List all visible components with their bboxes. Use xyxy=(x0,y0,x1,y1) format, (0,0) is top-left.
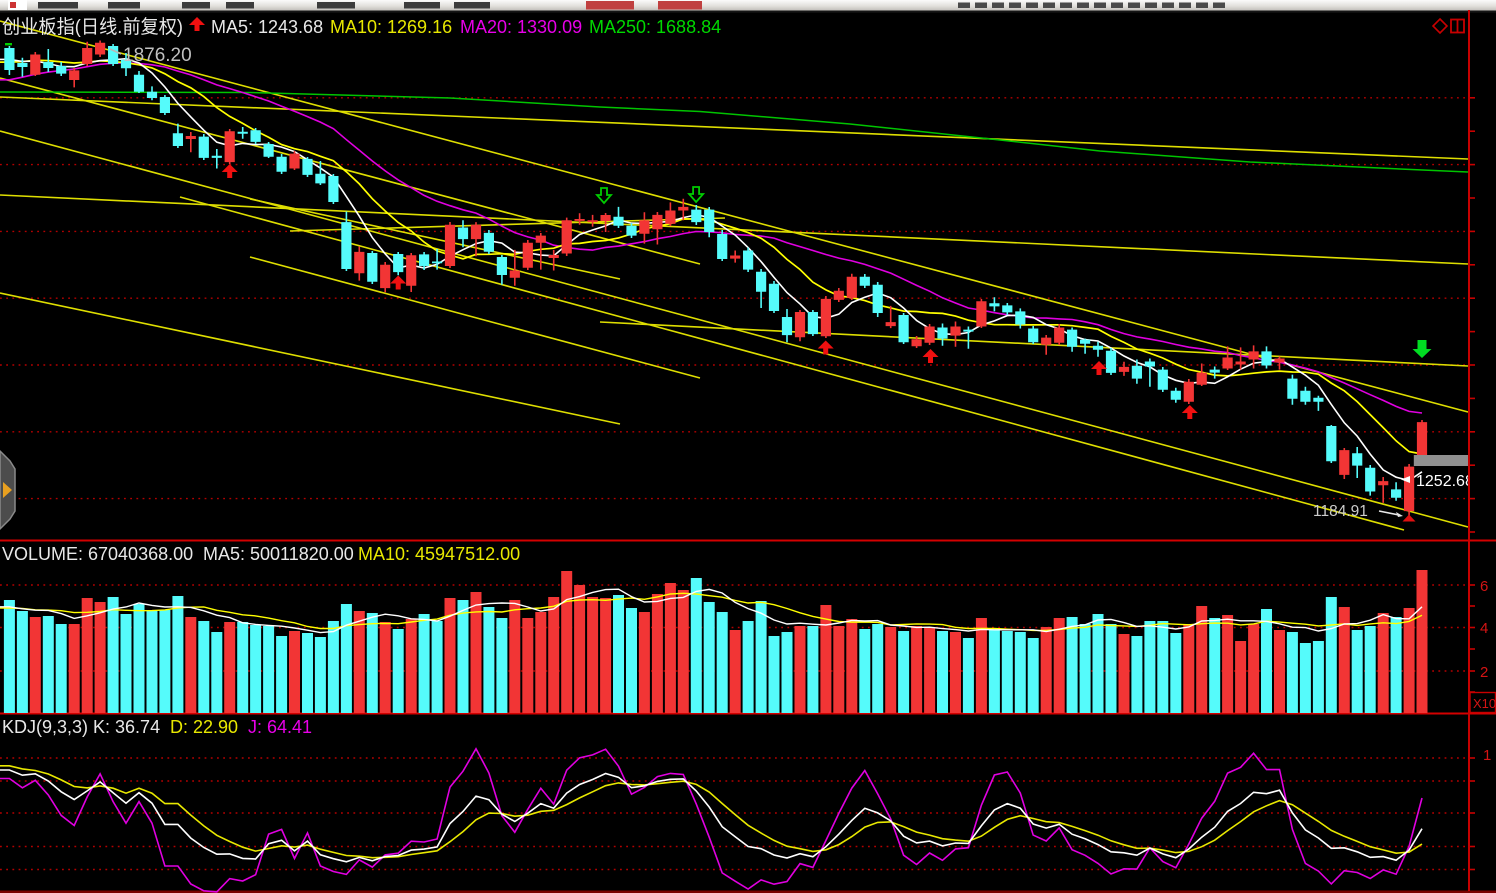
svg-text:1184.91: 1184.91 xyxy=(1313,503,1368,520)
svg-text:VOLUME: 67040368.00: VOLUME: 67040368.00 xyxy=(2,544,193,564)
svg-text:MA10: 1269.16: MA10: 1269.16 xyxy=(330,17,452,37)
svg-text:X10: X10 xyxy=(1473,696,1496,711)
svg-text:MA250: 1688.84: MA250: 1688.84 xyxy=(589,17,721,37)
svg-text:6: 6 xyxy=(1480,578,1488,595)
svg-text:2: 2 xyxy=(1480,664,1488,681)
svg-text:MA10: 45947512.00: MA10: 45947512.00 xyxy=(358,544,520,564)
svg-text:创业板指(日线.前复权): 创业板指(日线.前复权) xyxy=(2,16,183,38)
svg-text:1876.20: 1876.20 xyxy=(123,45,192,66)
svg-text:D: 22.90: D: 22.90 xyxy=(170,717,238,737)
svg-text:MA5: 50011820.00: MA5: 50011820.00 xyxy=(203,544,354,564)
svg-text:1: 1 xyxy=(1483,747,1491,764)
svg-text:MA20: 1330.09: MA20: 1330.09 xyxy=(460,17,582,37)
svg-text:J: 64.41: J: 64.41 xyxy=(248,717,312,737)
svg-text:1252.68: 1252.68 xyxy=(1416,473,1474,490)
svg-text:KDJ(9,3,3) K: 36.74: KDJ(9,3,3) K: 36.74 xyxy=(2,717,160,737)
svg-text:4: 4 xyxy=(1480,620,1488,637)
svg-text:MA5: 1243.68: MA5: 1243.68 xyxy=(211,17,323,37)
